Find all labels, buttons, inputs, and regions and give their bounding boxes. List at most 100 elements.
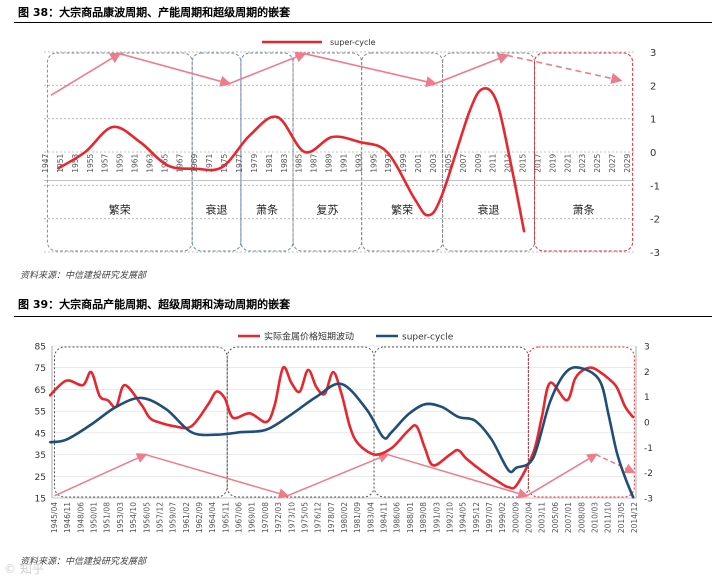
- super-cycle-point: [90, 423, 92, 426]
- x-tick-label: 1980/02: [340, 502, 349, 533]
- super-cycle-point: [265, 429, 268, 431]
- metal-price-point: [82, 384, 84, 386]
- x-tick-label: 2021: [563, 153, 572, 172]
- super-cycle-point: [482, 88, 484, 90]
- metal-price-point: [274, 404, 276, 406]
- metal-price-point: [290, 382, 293, 384]
- x-tick-label: 1964/04: [208, 502, 217, 533]
- metal-price-point: [449, 453, 451, 456]
- trend-arrow: [434, 53, 510, 85]
- x-tick-label: 1959: [116, 153, 125, 172]
- figure1-source: 资料来源：中信建投研究发展部: [20, 271, 147, 281]
- x-tick-label: 1976/12: [314, 502, 323, 533]
- super-cycle-point: [115, 406, 117, 408]
- super-cycle-point: [215, 434, 217, 436]
- metal-price-point: [407, 430, 409, 432]
- metal-price-point: [90, 371, 92, 373]
- figure2-chart: 85 75 65 55 45 35 25 15 3 2 1 0 -1 -2 -3 1945/04 1946/11…: [35, 331, 653, 534]
- x-tick-label: 1989/08: [419, 502, 428, 533]
- metal-price-point: [140, 404, 142, 406]
- x-tick-label: 1973/10: [287, 502, 296, 533]
- x-tick-label: 1991/03: [432, 502, 441, 533]
- x-tick-label: 2010/03: [590, 502, 599, 533]
- y-right-tick-label: 2: [644, 368, 650, 378]
- x-tick-label: 1981: [265, 153, 274, 172]
- metal-price-point: [65, 380, 67, 382]
- x-tick-label: 1986/06: [393, 502, 402, 533]
- y-right-tick-label: -2: [644, 469, 653, 479]
- y-right-tick-label: 1: [644, 393, 650, 403]
- x-tick-label: 1951: [56, 153, 65, 172]
- metal-price-point: [624, 406, 626, 408]
- x-tick-label: 2002/04: [525, 502, 534, 533]
- super-cycle-point: [165, 408, 167, 410]
- x-tick-label: 1984/11: [380, 502, 389, 533]
- x-tick-label: 1994/05: [459, 502, 468, 533]
- metal-price-point: [457, 449, 459, 451]
- super-cycle-point: [599, 380, 601, 383]
- x-tick-label: 1989: [325, 153, 334, 172]
- x-tick-label: 1959/07: [169, 502, 178, 533]
- x-tick-label: 2029: [623, 153, 632, 172]
- phase-box: [191, 52, 242, 252]
- super-cycle-point: [624, 477, 626, 479]
- x-tick-label: 2008/08: [577, 502, 586, 533]
- figure2-title-rule: [14, 316, 712, 317]
- x-tick-label: 1945/04: [50, 502, 59, 533]
- metal-price-point: [340, 393, 343, 395]
- super-cycle-point: [166, 164, 169, 166]
- metal-price-point: [466, 458, 468, 460]
- metal-price-point: [249, 412, 251, 414]
- super-cycle-point: [290, 413, 293, 415]
- metal-price-point: [207, 404, 209, 406]
- x-tick-label: 1946/11: [63, 502, 72, 533]
- super-cycle-point: [190, 431, 192, 433]
- watermark-logo: © 知乎: [4, 562, 44, 576]
- metal-price-point: [157, 421, 159, 423]
- y-tick-label: 3: [650, 48, 656, 59]
- trend-arrow: [304, 52, 438, 88]
- x-tick-label: 1975: [220, 153, 229, 172]
- legend-label-metal-price: 实际金属价格短期波动: [264, 331, 354, 343]
- x-tick-label: 2000/09: [511, 502, 520, 533]
- y-left-tick-label: 35: [35, 451, 46, 461]
- phase-box: [46, 52, 193, 252]
- figure1-title-rule: [14, 22, 712, 23]
- super-cycle-point: [549, 401, 551, 403]
- super-cycle-point: [441, 194, 443, 196]
- x-tick-label: 2019: [548, 153, 557, 172]
- super-cycle-point: [139, 141, 141, 143]
- x-tick-label: 2025: [593, 153, 602, 172]
- metal-price-point: [424, 447, 426, 449]
- metal-price-point: [374, 453, 376, 456]
- phase-box: [54, 346, 228, 498]
- x-tick-label: 1947: [41, 153, 50, 172]
- metal-price-point: [190, 425, 192, 427]
- trend-arrow: [228, 51, 307, 85]
- x-tick-label: 1981/09: [353, 502, 362, 533]
- metal-price-point: [324, 393, 326, 395]
- super-cycle-point: [616, 451, 618, 453]
- phase-label: 萧条: [256, 203, 278, 217]
- metal-price-point: [616, 386, 618, 388]
- super-cycle-point: [365, 408, 368, 410]
- x-tick-label: 2017: [533, 153, 542, 172]
- x-tick-label: 1970/08: [261, 502, 270, 533]
- super-cycle-point: [358, 141, 361, 143]
- metal-price-point: [532, 451, 534, 453]
- phase-label: 繁荣: [109, 203, 131, 217]
- x-tick-label: 2023: [578, 153, 587, 172]
- phase-box: [373, 346, 529, 498]
- phase-label: 萧条: [573, 203, 595, 217]
- x-tick-label: 2011: [489, 153, 498, 172]
- x-tick-label: 1955: [86, 153, 95, 172]
- x-tick-label: 1993: [354, 153, 363, 172]
- trend-arrow: [145, 453, 290, 499]
- super-cycle-point: [407, 413, 409, 415]
- super-cycle-point: [523, 231, 525, 233]
- metal-price-point: [149, 417, 151, 419]
- x-tick-label: 2014/12: [630, 502, 639, 533]
- super-cycle-point: [474, 420, 476, 422]
- trend-arrow: [526, 453, 598, 497]
- metal-price-point: [432, 464, 434, 467]
